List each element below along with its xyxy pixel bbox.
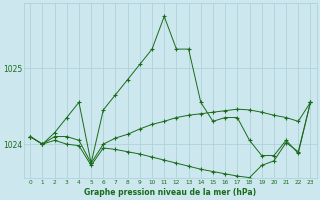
X-axis label: Graphe pression niveau de la mer (hPa): Graphe pression niveau de la mer (hPa) <box>84 188 256 197</box>
